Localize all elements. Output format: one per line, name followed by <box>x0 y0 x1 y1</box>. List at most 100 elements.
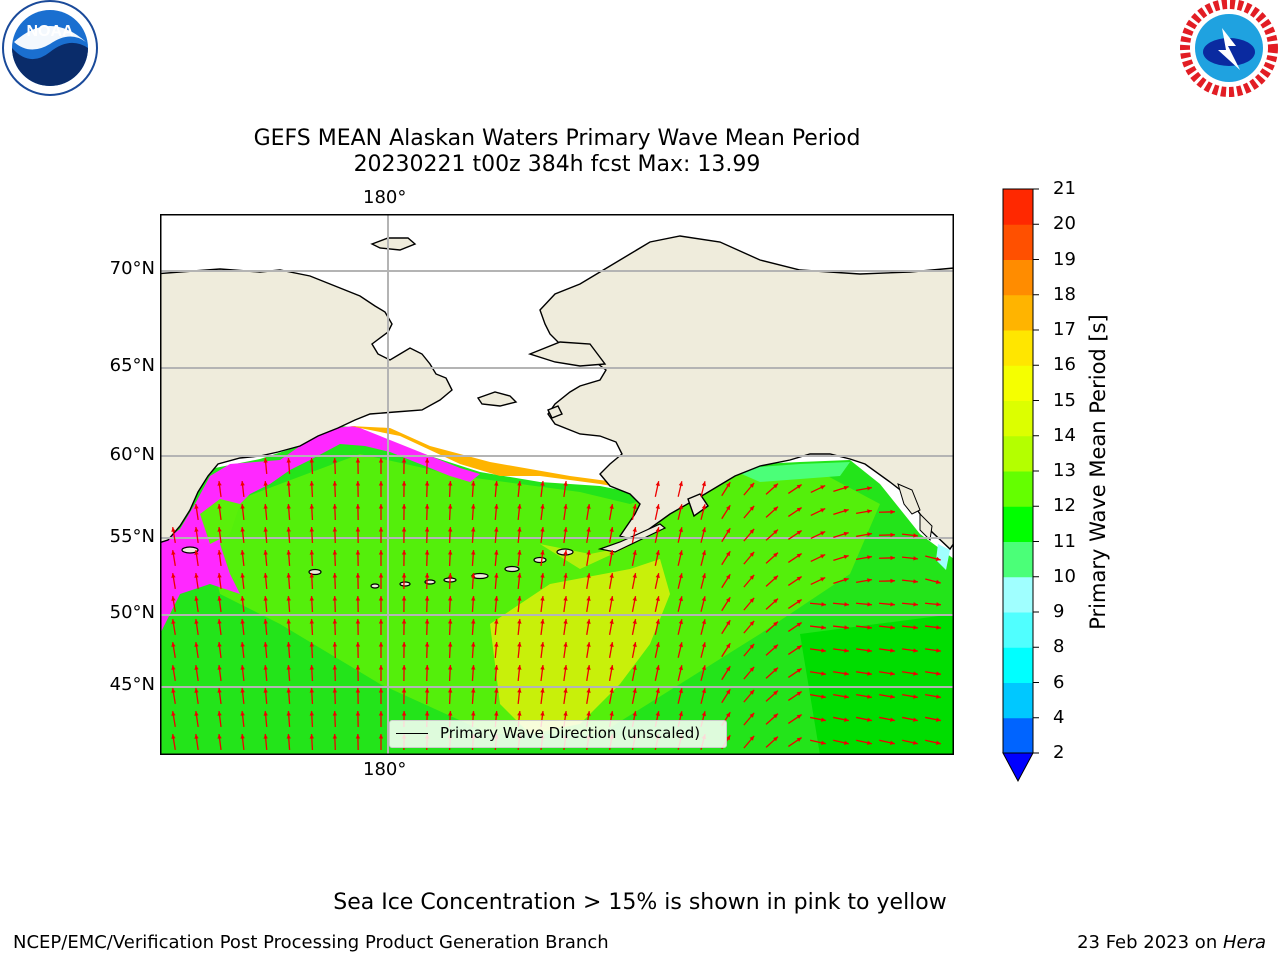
colorbar-block <box>1003 682 1033 719</box>
wave-arrow-head <box>655 573 660 579</box>
wave-arrow-head <box>749 528 755 534</box>
wave-arrow-head <box>355 665 361 670</box>
wave-arrow-head <box>726 735 731 741</box>
wave-arrow-head <box>726 712 731 718</box>
wave-arrow-head <box>701 665 706 671</box>
wave-arrow-head <box>263 642 268 647</box>
lat-label-65: 65°N <box>109 355 155 376</box>
wave-arrow-head <box>332 688 338 693</box>
wave-arrow-head <box>632 527 637 532</box>
footer-date-text: 23 Feb 2023 on <box>1077 932 1223 953</box>
wave-arrow-head <box>332 458 338 463</box>
wave-arrow-head <box>820 531 826 536</box>
noaa-bird-icon <box>12 42 88 86</box>
lon-label-top: 180° <box>363 187 407 208</box>
wave-arrow-head <box>517 504 522 509</box>
colorbar-tick-label: 15 <box>1053 389 1076 411</box>
wave-arrow-head <box>843 508 849 514</box>
wave-arrow-head <box>286 734 291 739</box>
colorbar-block <box>1003 471 1033 507</box>
wave-arrow-head <box>194 550 199 555</box>
wave-arrow-head <box>844 625 849 630</box>
wave-arrow-head <box>401 596 407 601</box>
wave-arrow-head <box>678 481 683 487</box>
sea-ice-edge <box>350 426 635 490</box>
wave-arrow-head <box>494 573 499 578</box>
land-seward <box>527 341 607 367</box>
wave-arrow-head <box>378 573 384 578</box>
wave-arrow-head <box>494 527 499 532</box>
wave-arrow-head <box>171 596 176 601</box>
wave-arrow-head <box>171 619 176 624</box>
colorbar-tick-label: 21 <box>1053 178 1076 199</box>
wave-arrow-head <box>586 688 591 693</box>
wave-arrow-head <box>726 643 731 649</box>
wave-arrow-head <box>448 573 453 578</box>
wave-arrow-head <box>194 573 199 578</box>
wave-arrow-head <box>726 620 731 626</box>
wave-arrow-head <box>821 671 826 676</box>
wave-arrow-head <box>355 688 361 693</box>
wave-arrow-head <box>217 642 222 647</box>
wave-arrow-head <box>494 596 499 601</box>
wave-arrow-head <box>749 735 755 741</box>
wave-arrow-head <box>517 481 522 486</box>
wave-arrow-head <box>655 665 660 671</box>
wave-arrow-head <box>540 573 545 578</box>
wave-arrow-head <box>401 527 407 532</box>
wave-arrow-head <box>889 740 895 745</box>
land-kodiak <box>687 493 709 518</box>
colorbar-block <box>1003 400 1033 437</box>
wave-arrow-head <box>378 642 384 647</box>
wave-arrow-head <box>286 688 291 693</box>
wave-arrow-head <box>309 458 314 463</box>
wave-arrow-head <box>609 665 614 670</box>
wave-arrow-head <box>240 596 245 601</box>
wave-arrow-head <box>726 482 731 488</box>
wave-arrow-head <box>378 481 384 486</box>
colorbar-tick-marks <box>1033 188 1039 754</box>
wave-arrow-head <box>563 596 568 601</box>
wave-arrow-head <box>913 717 918 722</box>
wave-arrow-head <box>867 625 872 630</box>
wave-arrow-head <box>194 527 199 532</box>
noaa-logo-text: NOAA <box>26 23 74 40</box>
wave-arrow-head <box>309 711 314 716</box>
wave-arrow-head <box>678 596 683 602</box>
wave-arrow-head <box>726 574 731 580</box>
wave-arrow-head <box>609 596 614 601</box>
wave-arrow-head <box>726 505 731 511</box>
wave-arrow-head <box>796 737 802 742</box>
wave-arrow-head <box>471 711 476 716</box>
wave-arrow-head <box>378 527 384 532</box>
wave-arrow-head <box>890 694 895 699</box>
wave-arrow-head <box>844 694 849 699</box>
wave-arrow-head <box>632 642 637 647</box>
wave-arrow-head <box>471 642 476 647</box>
wave-arrow-head <box>332 573 338 578</box>
wave-arrow-head <box>867 532 872 537</box>
colorbar-label: Primary Wave Mean Period [s] <box>1086 314 1110 630</box>
wave-arrow-head <box>240 665 245 670</box>
wave-arrow-head <box>471 481 476 486</box>
wave-arrow-head <box>332 665 338 670</box>
wave-arrow-head <box>773 667 778 673</box>
wave-arrow-head <box>890 671 895 676</box>
wave-arrow-head <box>448 665 453 670</box>
wave-arrow-head <box>355 573 361 578</box>
wave-arrow-head <box>240 573 245 578</box>
wave-arrow-head <box>286 711 291 716</box>
wave-arrow-head <box>448 527 453 532</box>
colorbar-tick-label: 9 <box>1053 601 1065 622</box>
wave-arrow-head <box>332 481 338 486</box>
colorbar-block <box>1003 717 1033 754</box>
wave-arrow-head <box>217 734 222 739</box>
wave-arrow-head <box>678 573 683 579</box>
wave-arrow-head <box>913 671 918 676</box>
wave-arrow-head <box>378 550 384 555</box>
wave-arrow-head <box>471 573 476 578</box>
wave-arrow-head <box>194 665 199 670</box>
wave-arrow-head <box>678 688 683 694</box>
wave-arrow-head <box>471 688 476 693</box>
wave-arrow-head <box>540 688 545 693</box>
